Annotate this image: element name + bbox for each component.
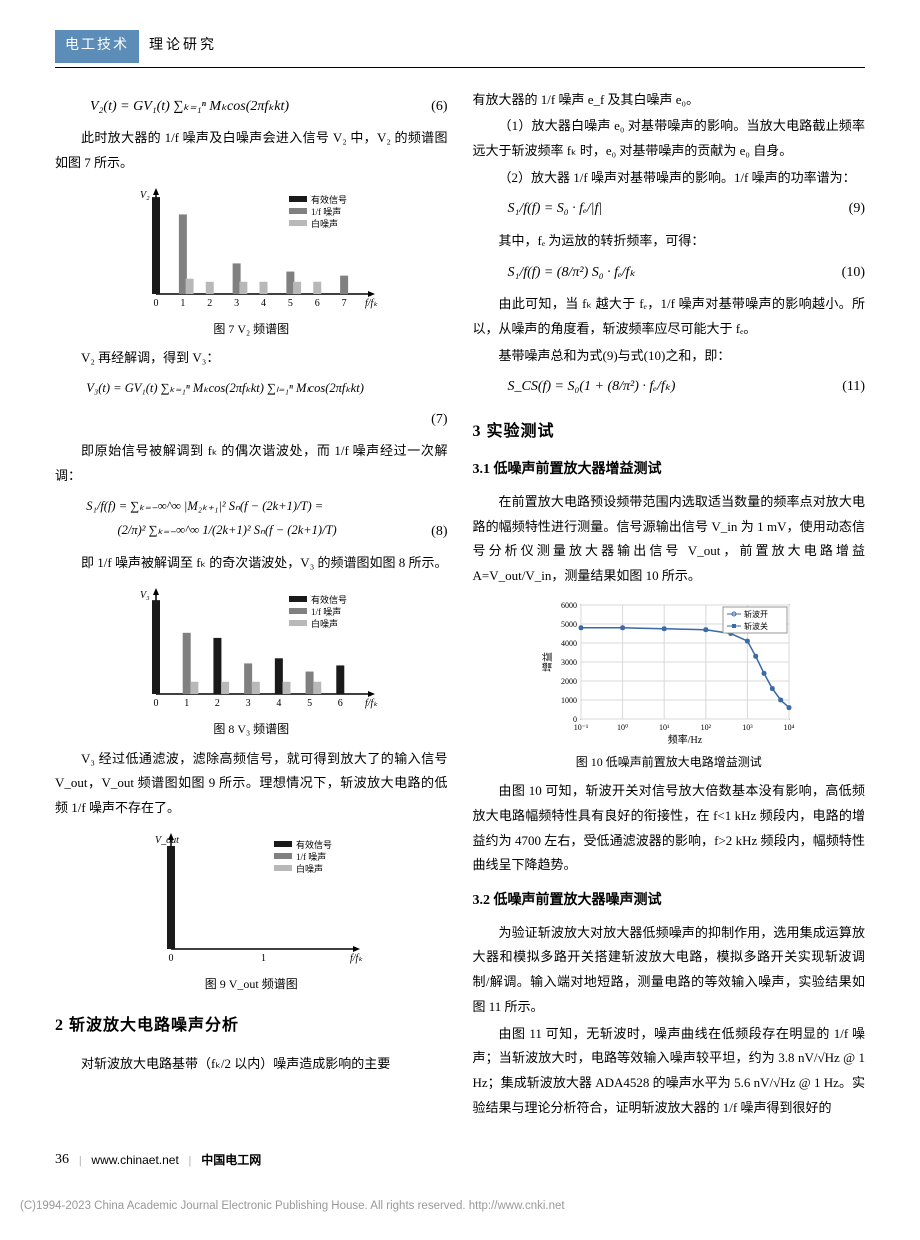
svg-text:白噪声: 白噪声 xyxy=(311,218,338,229)
figure-7: 0 1 2 3 4 5 6 7 f/fₖ V₂ 有效信号1/f 噪声白噪声 图 7 V₂ 频谱图 xyxy=(55,184,448,341)
svg-text:1/f 噪声: 1/f 噪声 xyxy=(311,606,341,617)
paragraph: （2）放大器 1/f 噪声对基带噪声的影响。1/f 噪声的功率谱为： xyxy=(473,166,866,191)
svg-text:增益: 增益 xyxy=(541,652,554,672)
svg-text:f/fₖ: f/fₖ xyxy=(365,698,378,709)
svg-text:1: 1 xyxy=(261,953,266,964)
footer-site: 中国电工网 xyxy=(201,1149,261,1172)
paragraph: 为验证斩波放大对放大器低频噪声的抑制作用，选用集成运算放大器和模拟多路开关搭建斩… xyxy=(473,921,866,1020)
page-number: 36 xyxy=(55,1147,69,1174)
figure-7-caption: 图 7 V₂ 频谱图 xyxy=(55,318,448,341)
svg-text:10⁰: 10⁰ xyxy=(617,723,628,732)
svg-text:5000: 5000 xyxy=(561,620,577,629)
equation-8: S₁/f(f) = ∑ₖ₌₋∞^∞ |M₂ₖ₊₁|² Sₙ(f − (2k+1)… xyxy=(55,495,448,545)
equation-7: V₃(t) = GV₁(t) ∑ₖ₌₁ⁿ Mₖcos(2πfₖkt) ∑ₗ₌₁ⁿ… xyxy=(55,377,448,401)
svg-text:4: 4 xyxy=(261,298,266,309)
svg-text:3: 3 xyxy=(246,698,251,709)
svg-text:f/fₖ: f/fₖ xyxy=(350,953,363,964)
svg-text:4: 4 xyxy=(277,698,282,709)
svg-text:1: 1 xyxy=(184,698,189,709)
svg-text:6000: 6000 xyxy=(561,601,577,610)
footer-url: www.chinaet.net xyxy=(91,1149,178,1172)
equation-7-num: (7) xyxy=(55,407,448,434)
svg-text:1/f 噪声: 1/f 噪声 xyxy=(296,851,326,862)
paragraph: 即 1/f 噪声被解调至 fₖ 的奇次谐波处，V₃ 的频谱图如图 8 所示。 xyxy=(55,551,448,576)
svg-text:0: 0 xyxy=(154,298,159,309)
svg-text:白噪声: 白噪声 xyxy=(296,863,323,874)
paragraph: 由图 10 可知，斩波开关对信号放大倍数基本没有影响，高低频放大电路幅频特性具有… xyxy=(473,779,866,878)
section-3-1-heading: 3.1 低噪声前置放大器增益测试 xyxy=(473,457,866,484)
svg-text:2000: 2000 xyxy=(561,677,577,686)
svg-text:4000: 4000 xyxy=(561,639,577,648)
paragraph: 对斩波放大电路基带（fₖ/2 以内）噪声造成影响的主要 xyxy=(55,1052,448,1077)
equation-6: V₂(t) = GV₁(t) ∑ₖ₌₁ⁿ Mₖcos(2πfₖkt) (6) xyxy=(55,94,448,121)
equation-9: S₁/f(f) = S₀ · fₑ/|f| (9) xyxy=(473,196,866,223)
svg-text:10³: 10³ xyxy=(742,723,753,732)
equation-11: S_CS(f) = S₀(1 + (8/π²) · fₑ/fₖ) (11) xyxy=(473,374,866,401)
page-footer: 36 | www.chinaet.net | 中国电工网 xyxy=(55,1147,865,1174)
svg-text:V₂: V₂ xyxy=(140,190,150,201)
paragraph: 基带噪声总和为式(9)与式(10)之和，即： xyxy=(473,344,866,369)
svg-text:10¹: 10¹ xyxy=(659,723,670,732)
figure-9: 0 1 f/fₖ V_out 有效信号1/f 噪声白噪声 图 9 V_out 频谱图 xyxy=(55,829,448,996)
header-subtitle: 理论研究 xyxy=(149,33,217,60)
svg-text:1: 1 xyxy=(181,298,186,309)
svg-text:V₃: V₃ xyxy=(140,590,150,601)
paragraph: V₂ 再经解调，得到 V₃： xyxy=(55,346,448,371)
svg-text:有效信号: 有效信号 xyxy=(311,194,347,205)
svg-text:10⁴: 10⁴ xyxy=(783,723,794,732)
svg-text:0: 0 xyxy=(169,953,174,964)
paragraph: 有放大器的 1/f 噪声 e_f 及其白噪声 e₀。 xyxy=(473,88,866,113)
svg-text:6: 6 xyxy=(338,698,343,709)
svg-text:6: 6 xyxy=(315,298,320,309)
svg-text:7: 7 xyxy=(342,298,347,309)
svg-text:2: 2 xyxy=(208,298,213,309)
right-column: 有放大器的 1/f 噪声 e_f 及其白噪声 e₀。 （1）放大器白噪声 e₀ … xyxy=(473,88,866,1123)
svg-text:斩波开: 斩波开 xyxy=(744,609,768,619)
paragraph: （1）放大器白噪声 e₀ 对基带噪声的影响。当放大电路截止频率远大于斩波频率 f… xyxy=(473,114,866,163)
header-badge: 电工技术 xyxy=(55,30,139,63)
svg-text:10²: 10² xyxy=(700,723,711,732)
paragraph: 其中，fₑ 为运放的转折频率，可得： xyxy=(473,229,866,254)
figure-10-caption: 图 10 低噪声前置放大电路增益测试 xyxy=(473,751,866,774)
figure-8: 0 1 2 3 4 5 6 f/fₖ V₃ 有效信号1/f 噪声白噪声 图 8 V₃ 频谱图 xyxy=(55,584,448,741)
paragraph: 由图 11 可知，无斩波时，噪声曲线在低频段存在明显的 1/f 噪声；当斩波放大… xyxy=(473,1022,866,1121)
svg-text:10⁻¹: 10⁻¹ xyxy=(573,723,588,732)
svg-text:斩波关: 斩波关 xyxy=(744,621,768,631)
svg-text:有效信号: 有效信号 xyxy=(296,839,332,850)
svg-text:0: 0 xyxy=(154,698,159,709)
section-3-2-heading: 3.2 低噪声前置放大器噪声测试 xyxy=(473,888,866,915)
svg-text:V_out: V_out xyxy=(155,835,179,846)
svg-text:3: 3 xyxy=(234,298,239,309)
equation-10: S₁/f(f) = (8/π²) S₀ · fₑ/fₖ (10) xyxy=(473,260,866,287)
svg-text:f/fₖ: f/fₖ xyxy=(365,298,378,309)
svg-text:白噪声: 白噪声 xyxy=(311,618,338,629)
svg-text:2: 2 xyxy=(215,698,220,709)
svg-text:有效信号: 有效信号 xyxy=(311,594,347,605)
left-column: V₂(t) = GV₁(t) ∑ₖ₌₁ⁿ Mₖcos(2πfₖkt) (6) 此… xyxy=(55,88,448,1123)
svg-text:频率/Hz: 频率/Hz xyxy=(668,733,703,746)
page-header: 电工技术 理论研究 xyxy=(55,30,865,68)
paragraph: 此时放大器的 1/f 噪声及白噪声会进入信号 V₂ 中，V₂ 的频谱图如图 7 … xyxy=(55,126,448,175)
svg-text:1/f 噪声: 1/f 噪声 xyxy=(311,206,341,217)
figure-10: 010002000300040005000600010⁻¹10⁰10¹10²10… xyxy=(473,597,866,774)
svg-text:5: 5 xyxy=(288,298,293,309)
svg-text:5: 5 xyxy=(307,698,312,709)
paragraph: 由此可知，当 fₖ 越大于 fₑ，1/f 噪声对基带噪声的影响越小。所以，从噪声… xyxy=(473,292,866,341)
figure-9-caption: 图 9 V_out 频谱图 xyxy=(55,973,448,996)
section-2-heading: 2 斩波放大电路噪声分析 xyxy=(55,1011,448,1041)
figure-8-caption: 图 8 V₃ 频谱图 xyxy=(55,718,448,741)
paragraph: V₃ 经过低通滤波，滤除高频信号，就可得到放大了的输入信号 V_out，V_ou… xyxy=(55,747,448,821)
section-3-heading: 3 实验测试 xyxy=(473,417,866,447)
copyright-notice: (C)1994-2023 China Academic Journal Elec… xyxy=(0,1194,920,1233)
paragraph: 在前置放大电路预设频带范围内选取适当数量的频率点对放大电路的幅频特性进行测量。信… xyxy=(473,490,866,589)
svg-text:1000: 1000 xyxy=(561,696,577,705)
svg-text:3000: 3000 xyxy=(561,658,577,667)
paragraph: 即原始信号被解调到 fₖ 的偶次谐波处，而 1/f 噪声经过一次解调： xyxy=(55,439,448,488)
